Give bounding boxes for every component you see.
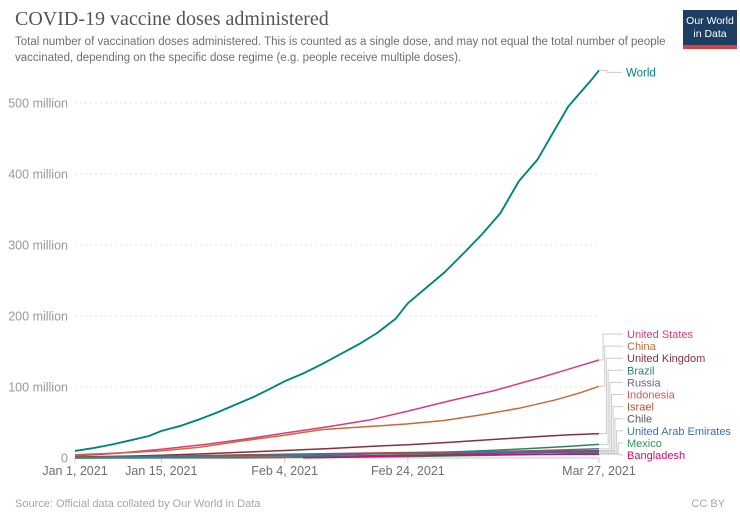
owid-logo-line2: in Data bbox=[693, 28, 727, 41]
legend-connector-brazil bbox=[599, 369, 623, 445]
legend-label-china[interactable]: China bbox=[627, 341, 657, 353]
legend-connector-mexico bbox=[599, 442, 623, 454]
legend-connector-russia bbox=[599, 381, 623, 450]
series-line-china[interactable] bbox=[74, 385, 600, 456]
legend-connector-united-states bbox=[599, 333, 623, 361]
y-axis-tick-label: 100 million bbox=[8, 381, 68, 395]
x-axis-tick-label: Mar 27, 2021 bbox=[562, 464, 636, 478]
legend-label-mexico[interactable]: Mexico bbox=[627, 438, 662, 450]
y-axis-tick-label: 200 million bbox=[8, 310, 68, 324]
legend-connector-united-kingdom bbox=[599, 357, 623, 435]
owid-logo[interactable]: Our World in Data bbox=[683, 10, 737, 50]
x-axis-tick-label: Feb 4, 2021 bbox=[251, 464, 318, 478]
legend-connector-world bbox=[599, 69, 622, 73]
legend-label-israel[interactable]: Israel bbox=[627, 402, 654, 414]
x-axis-tick-label: Jan 1, 2021 bbox=[42, 464, 107, 478]
legend-connector-bangladesh bbox=[599, 453, 623, 456]
legend-connector-united-arab-emirates bbox=[599, 430, 623, 453]
legend-label-chile[interactable]: Chile bbox=[627, 414, 652, 426]
x-axis-tick-label: Jan 15, 2021 bbox=[125, 464, 197, 478]
legend-label-united-kingdom[interactable]: United Kingdom bbox=[627, 353, 705, 365]
y-axis-tick-label: 300 million bbox=[8, 239, 68, 253]
legend-connector-chile bbox=[599, 418, 623, 452]
series-line-world[interactable] bbox=[74, 69, 600, 452]
legend-connector-china bbox=[599, 345, 623, 387]
legend-label-bangladesh[interactable]: Bangladesh bbox=[627, 450, 685, 462]
series-line-united-states[interactable] bbox=[74, 359, 600, 457]
series-line-united-arab-emirates[interactable] bbox=[74, 451, 600, 459]
legend-label-brazil[interactable]: Brazil bbox=[627, 365, 655, 377]
chart-subtitle: Total number of vaccination doses admini… bbox=[15, 36, 666, 65]
legend-label-united-states[interactable]: United States bbox=[627, 329, 694, 341]
legend-connector-indonesia bbox=[599, 394, 623, 452]
y-axis-tick-label: 400 million bbox=[8, 168, 68, 182]
series-line-bangladesh[interactable] bbox=[303, 453, 600, 459]
legend-label-world[interactable]: World bbox=[626, 67, 656, 79]
license-link[interactable]: CC BY bbox=[691, 498, 725, 510]
chart-title: COVID-19 vaccine doses administered bbox=[15, 8, 329, 30]
legend-label-indonesia[interactable]: Indonesia bbox=[627, 390, 676, 402]
owid-logo-line1: Our World bbox=[686, 15, 734, 27]
source-note: Source: Official data collated by Our Wo… bbox=[15, 498, 261, 510]
y-axis-tick-label: 0 bbox=[61, 452, 68, 466]
y-axis-tick-label: 500 million bbox=[8, 97, 68, 111]
legend-label-united-arab-emirates[interactable]: United Arab Emirates bbox=[627, 426, 731, 438]
legend-label-russia[interactable]: Russia bbox=[627, 377, 662, 389]
x-axis-tick-label: Feb 24, 2021 bbox=[371, 464, 445, 478]
series-line-united-kingdom[interactable] bbox=[74, 432, 600, 458]
